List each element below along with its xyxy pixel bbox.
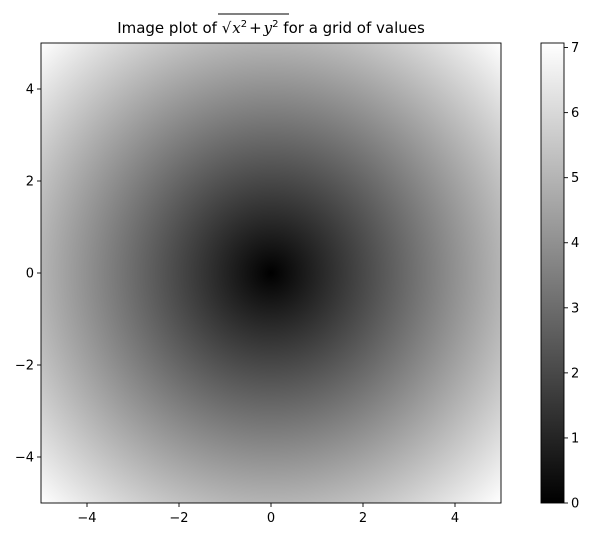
y-tick-label: 4: [26, 83, 34, 98]
colorbar-tick-label: 0: [571, 497, 579, 512]
y-axis: −4 −2 0 2 4: [15, 83, 41, 466]
x-tick-label: 2: [359, 511, 367, 526]
colorbar-tick-label: 3: [571, 301, 579, 316]
colorbar-tick-label: 5: [571, 171, 579, 186]
colorbar-tick-label: 1: [571, 431, 579, 446]
colorbar-frame: [540, 42, 565, 504]
x-tick-label: 4: [451, 511, 459, 526]
x-tick-label: −2: [169, 511, 188, 526]
colorbar-axis: 0 1 2 3 4 5 6 7: [564, 41, 579, 512]
chart-title: Image plot of √x2 + y2 for a grid of value…: [117, 19, 425, 37]
heatmap-image: [41, 43, 501, 503]
colorbar-tick-label: 4: [571, 236, 579, 251]
heatmap-field: [41, 43, 501, 503]
y-tick-label: −4: [15, 451, 34, 466]
colorbar-tick-label: 7: [571, 41, 579, 56]
y-tick-label: 0: [26, 267, 34, 282]
colorbar: [541, 43, 564, 503]
x-tick-label: −4: [77, 511, 96, 526]
x-tick-label: 0: [267, 511, 275, 526]
y-tick-label: 2: [26, 175, 34, 190]
x-axis: −4 −2 0 2 4: [77, 503, 459, 526]
y-tick-label: −2: [15, 359, 34, 374]
colorbar-tick-label: 6: [571, 106, 579, 121]
colorbar-tick-label: 2: [571, 366, 579, 381]
